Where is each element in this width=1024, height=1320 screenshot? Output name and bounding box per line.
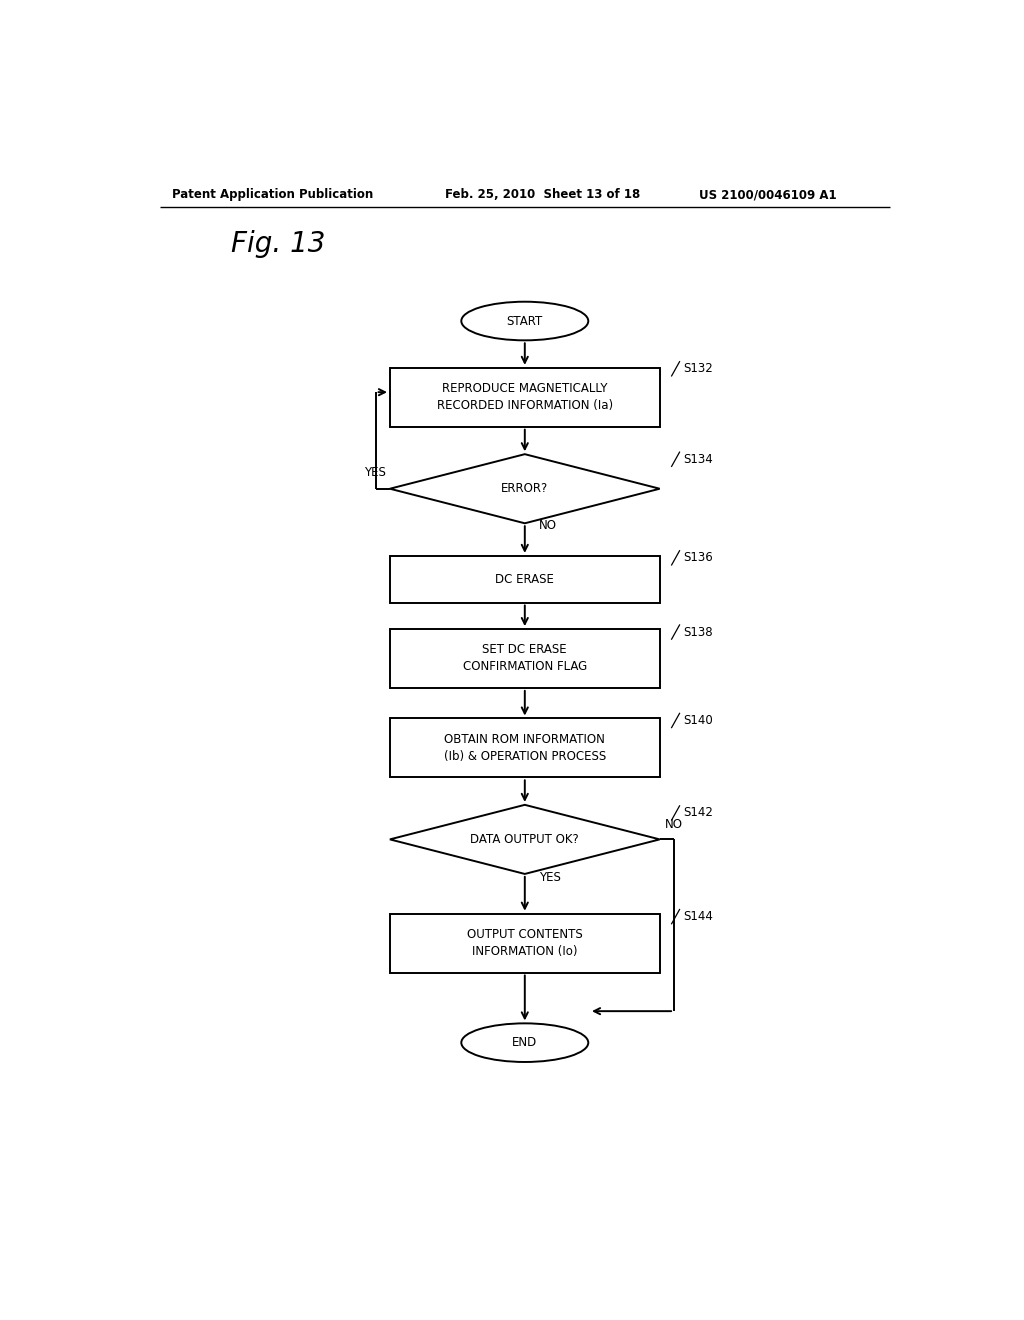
Text: S136: S136 bbox=[684, 552, 714, 565]
Text: SET DC ERASE
CONFIRMATION FLAG: SET DC ERASE CONFIRMATION FLAG bbox=[463, 643, 587, 673]
Text: DATA OUTPUT OK?: DATA OUTPUT OK? bbox=[470, 833, 580, 846]
Text: YES: YES bbox=[365, 466, 386, 479]
Bar bbox=[390, 718, 659, 777]
Text: S142: S142 bbox=[684, 807, 714, 820]
Text: S138: S138 bbox=[684, 626, 713, 639]
Bar bbox=[390, 913, 659, 973]
Text: Feb. 25, 2010  Sheet 13 of 18: Feb. 25, 2010 Sheet 13 of 18 bbox=[445, 189, 641, 202]
Text: Patent Application Publication: Patent Application Publication bbox=[172, 189, 373, 202]
Text: START: START bbox=[507, 314, 543, 327]
Text: Fig. 13: Fig. 13 bbox=[231, 230, 326, 257]
Text: END: END bbox=[512, 1036, 538, 1049]
Text: NO: NO bbox=[665, 818, 682, 832]
Bar bbox=[390, 556, 659, 602]
Text: S134: S134 bbox=[684, 453, 714, 466]
Bar bbox=[390, 630, 659, 688]
Text: OBTAIN ROM INFORMATION
(Ib) & OPERATION PROCESS: OBTAIN ROM INFORMATION (Ib) & OPERATION … bbox=[443, 733, 606, 763]
Text: US 2100/0046109 A1: US 2100/0046109 A1 bbox=[699, 189, 837, 202]
Text: S144: S144 bbox=[684, 909, 714, 923]
Text: YES: YES bbox=[539, 871, 561, 884]
Text: ERROR?: ERROR? bbox=[501, 482, 549, 495]
Text: S140: S140 bbox=[684, 714, 714, 727]
Text: OUTPUT CONTENTS
INFORMATION (Io): OUTPUT CONTENTS INFORMATION (Io) bbox=[467, 928, 583, 958]
Text: S132: S132 bbox=[684, 362, 714, 375]
Bar bbox=[390, 368, 659, 426]
Text: DC ERASE: DC ERASE bbox=[496, 573, 554, 586]
Text: NO: NO bbox=[539, 519, 557, 532]
Text: REPRODUCE MAGNETICALLY
RECORDED INFORMATION (Ia): REPRODUCE MAGNETICALLY RECORDED INFORMAT… bbox=[437, 383, 612, 412]
